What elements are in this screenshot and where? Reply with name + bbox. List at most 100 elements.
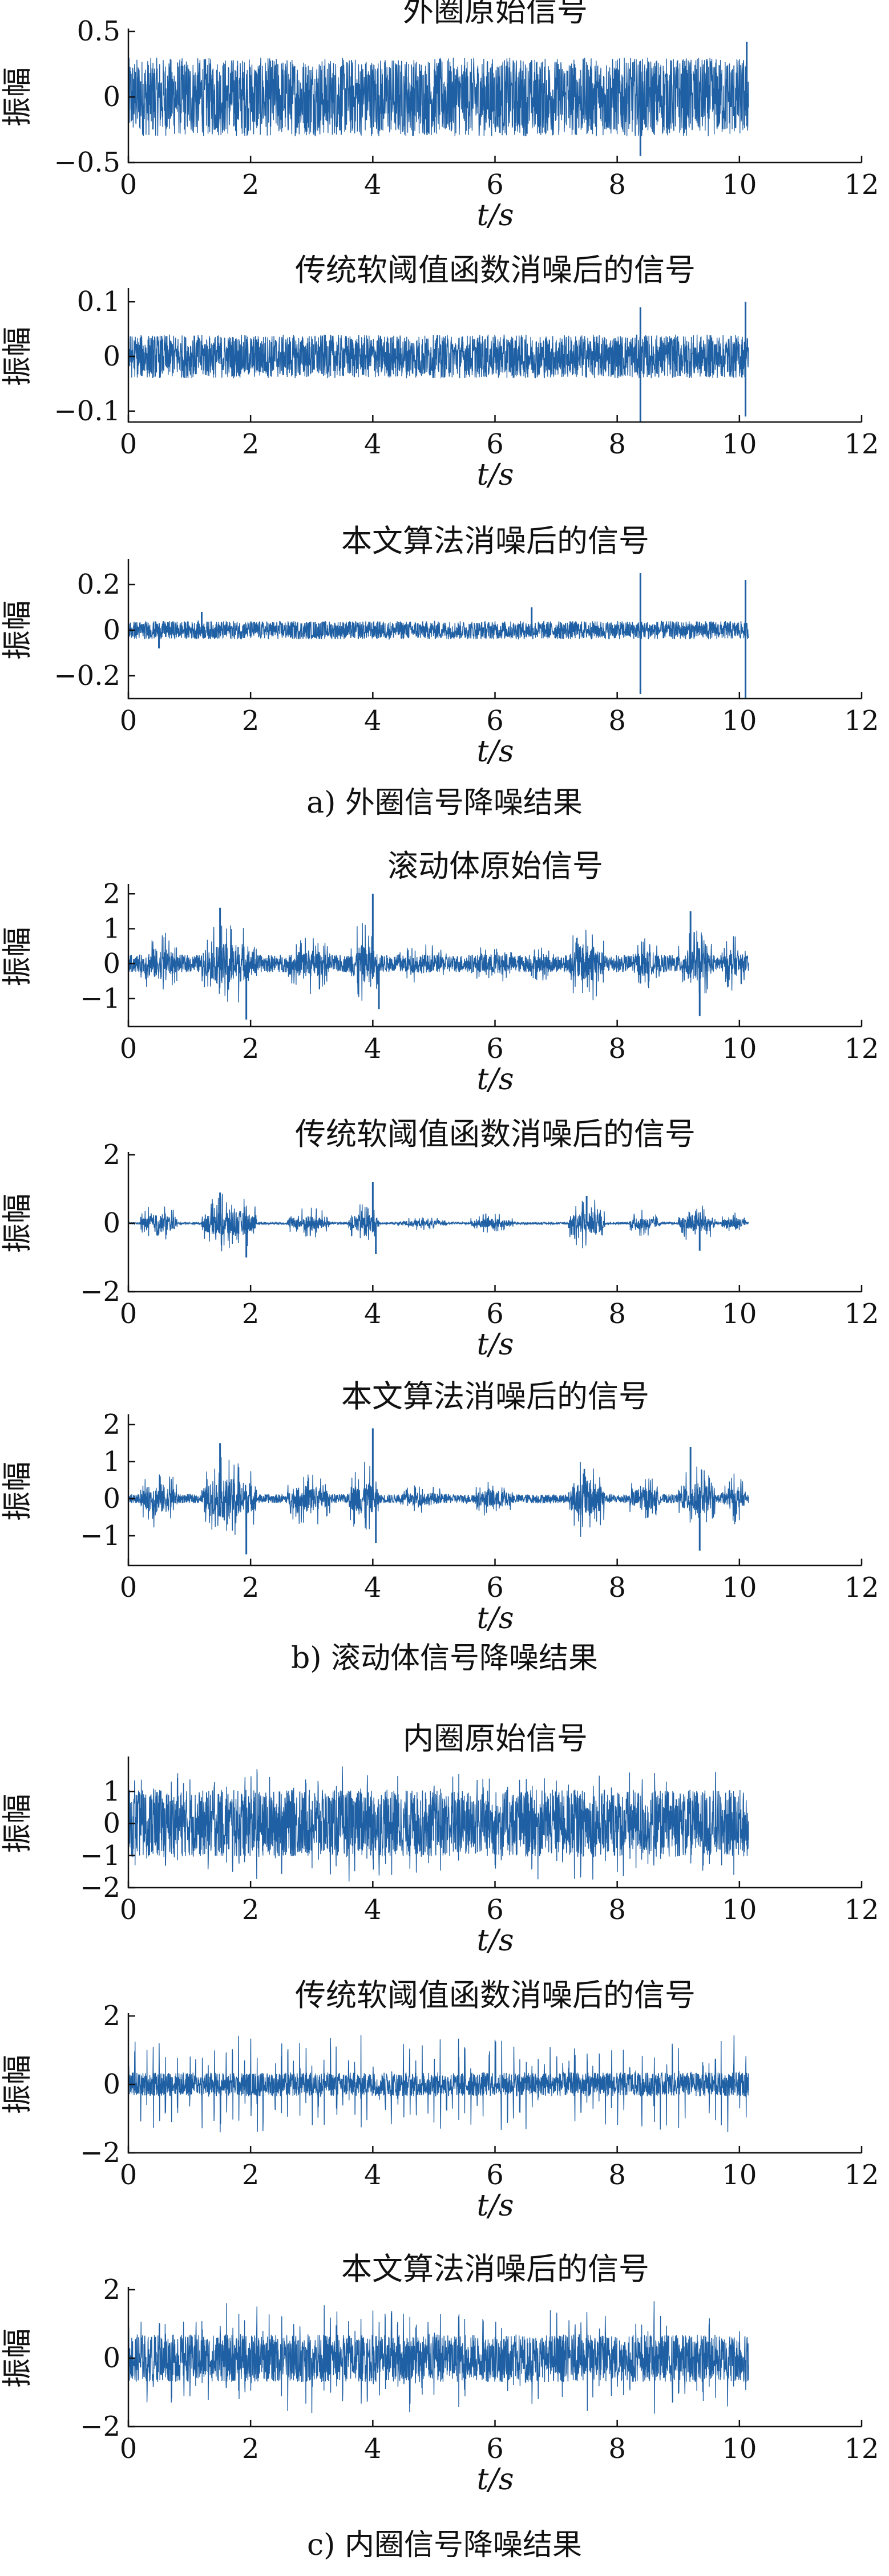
y-tick-label: 0.1: [77, 286, 120, 318]
y-tick-label: 1: [103, 1446, 120, 1478]
x-tick-label: 6: [486, 2433, 504, 2465]
signal-series: [128, 573, 749, 699]
x-tick-label: 12: [844, 1298, 879, 1330]
y-tick-label: −2: [80, 1276, 120, 1308]
signal-trace: [128, 1457, 749, 1537]
x-tick-label: 8: [608, 1572, 626, 1604]
x-tick-label: 8: [608, 169, 626, 201]
chart-title: 滚动体原始信号: [387, 848, 603, 884]
signal-trace: [128, 923, 749, 1003]
x-tick-label: 12: [844, 2159, 879, 2191]
y-tick-label: −1: [80, 1840, 120, 1872]
x-tick-label: 4: [364, 705, 382, 737]
y-tick-label: 0.5: [77, 15, 120, 47]
y-tick-label: −2: [80, 1872, 120, 1904]
y-axis-label: 振幅: [1, 601, 35, 660]
x-tick-label: 10: [722, 2433, 757, 2465]
x-tick-label: 8: [608, 705, 626, 737]
x-tick-label: 10: [722, 1298, 757, 1330]
signal-trace: [128, 1194, 749, 1252]
x-tick-label: 0: [120, 705, 138, 737]
chart-title: 传统软阈值函数消噪后的信号: [295, 252, 696, 288]
x-axis-label: t/s: [476, 735, 514, 769]
subfigure-caption: c) 内圈信号降噪结果: [307, 2528, 582, 2562]
chart-title: 本文算法消噪后的信号: [341, 2251, 649, 2287]
y-tick-label: −1: [80, 1520, 120, 1552]
x-tick-label: 4: [364, 169, 382, 201]
x-tick-label: 8: [608, 2433, 626, 2465]
x-axis-label: t/s: [476, 198, 514, 233]
y-tick-label: 2: [103, 2000, 120, 2032]
x-tick-label: 10: [722, 428, 757, 460]
signal-trace: [128, 2035, 749, 2133]
signal-series: [128, 1428, 749, 1555]
x-tick-label: 8: [608, 2159, 626, 2191]
x-tick-label: 0: [120, 428, 138, 460]
signal-series: [128, 2301, 749, 2414]
x-tick-label: 8: [608, 428, 626, 460]
x-tick-label: 6: [486, 1894, 504, 1926]
x-tick-label: 0: [120, 1033, 138, 1065]
signal-trace: [128, 1766, 749, 1882]
chart-title: 传统软阈值函数消噪后的信号: [295, 1977, 696, 2013]
chart-title: 内圈原始信号: [403, 1721, 588, 1756]
x-tick-label: 10: [722, 169, 757, 201]
signal-series: [128, 42, 749, 156]
x-tick-label: 6: [486, 2159, 504, 2191]
chart-title: 本文算法消噪后的信号: [341, 1378, 649, 1414]
chart-title: 本文算法消噪后的信号: [341, 523, 649, 559]
x-tick-label: 10: [722, 1894, 757, 1926]
x-tick-label: 0: [120, 169, 138, 201]
chart-title: 传统软阈值函数消噪后的信号: [295, 1116, 696, 1152]
x-tick-label: 4: [364, 428, 382, 460]
x-tick-label: 6: [486, 1033, 504, 1065]
x-tick-label: 8: [608, 1298, 626, 1330]
y-tick-label: 2: [103, 2274, 120, 2306]
y-tick-label: 0: [103, 1207, 120, 1239]
x-tick-label: 12: [844, 428, 879, 460]
y-tick-label: 1: [103, 913, 120, 945]
x-tick-label: 2: [242, 2159, 260, 2191]
y-axis-label: 振幅: [1, 327, 35, 386]
y-tick-label: 2: [103, 878, 120, 910]
signal-series: [128, 1766, 749, 1882]
x-tick-label: 2: [242, 169, 260, 201]
x-axis-label: t/s: [476, 1328, 514, 1362]
x-tick-label: 0: [120, 2433, 138, 2465]
x-axis-label: t/s: [476, 2189, 514, 2223]
y-tick-label: −0.5: [54, 147, 120, 179]
x-tick-label: 10: [722, 2159, 757, 2191]
signal-series: [128, 302, 749, 422]
x-tick-label: 12: [844, 169, 879, 201]
x-tick-label: 6: [486, 169, 504, 201]
x-tick-label: 4: [364, 1033, 382, 1065]
signal-trace: [128, 58, 749, 137]
y-axis-label: 振幅: [1, 927, 35, 986]
x-tick-label: 12: [844, 1033, 879, 1065]
x-tick-label: 6: [486, 428, 504, 460]
signal-trace: [128, 2301, 749, 2414]
x-axis-label: t/s: [476, 458, 514, 492]
x-tick-label: 0: [120, 1572, 138, 1604]
x-axis-label: t/s: [476, 2463, 514, 2497]
x-tick-label: 0: [120, 1298, 138, 1330]
x-tick-label: 6: [486, 1298, 504, 1330]
signal-trace: [128, 619, 749, 640]
x-tick-label: 10: [722, 705, 757, 737]
x-tick-label: 2: [242, 1894, 260, 1926]
x-tick-label: 12: [844, 1572, 879, 1604]
y-tick-label: 0.2: [77, 569, 120, 601]
x-tick-label: 12: [844, 705, 879, 737]
y-axis-label: 振幅: [1, 1462, 35, 1521]
x-tick-label: 4: [364, 2159, 382, 2191]
x-tick-label: 2: [242, 1298, 260, 1330]
y-tick-label: 0: [103, 81, 120, 113]
y-tick-label: −1: [80, 983, 120, 1015]
y-tick-label: 0: [103, 948, 120, 980]
